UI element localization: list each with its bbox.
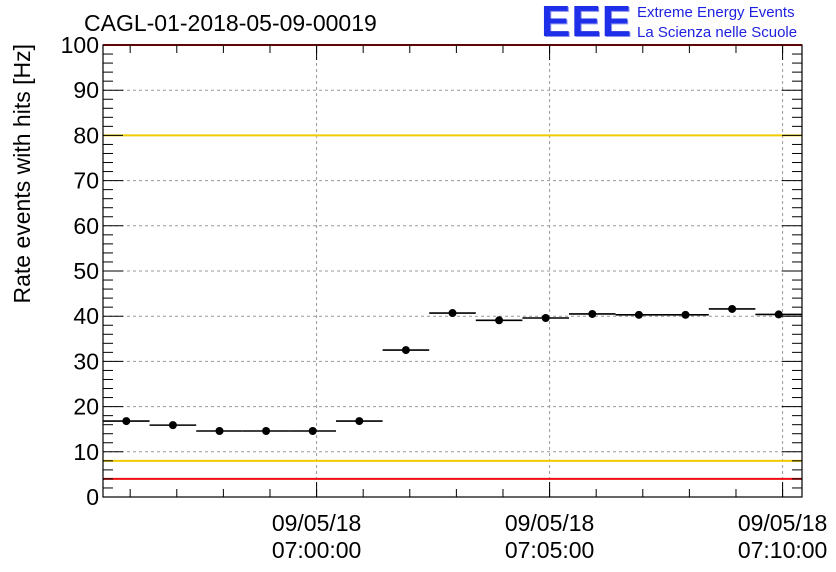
logo-line-1: Extreme Energy Events [637,4,795,21]
y-tick-label: 90 [73,77,99,103]
y-axis-title: Rate events with hits [Hz] [9,44,35,304]
x-tick-time: 07:10:00 [738,537,828,563]
eee-logo-mark: EEE [541,0,633,46]
data-point [728,304,737,313]
data-point [495,316,504,325]
y-tick-label: 80 [73,122,99,148]
y-tick-label: 60 [73,213,99,239]
y-tick-label: 40 [73,303,99,329]
data-point [308,427,317,436]
axis-ticks [103,44,802,498]
data-point [448,309,457,318]
data-point [122,417,131,426]
x-tick-time: 07:05:00 [505,537,595,563]
chart-title: CAGL-01-2018-05-09-00019 [84,10,377,36]
y-tick-labels: 0 10 20 30 40 50 60 70 80 90 100 [61,32,99,510]
reference-lines [103,44,802,480]
data-point [634,310,643,319]
data-point [588,309,597,318]
x-tick-time: 07:00:00 [272,537,362,563]
y-tick-label: 30 [73,348,99,374]
y-tick-label: 100 [61,32,99,58]
y-tick-label: 50 [73,258,99,284]
x-tick-date: 09/05/18 [272,510,362,536]
data-point [215,427,224,436]
y-tick-label: 0 [86,484,99,510]
y-tick-label: 10 [73,439,99,465]
data-point [355,417,364,426]
logo-line-2: La Scienza nelle Scuole [637,24,798,41]
grid [103,45,802,497]
x-tick-date: 09/05/18 [738,510,828,536]
data-point [541,314,550,323]
x-tick-date: 09/05/18 [505,510,595,536]
data-point [168,421,177,430]
data-point [774,310,783,319]
y-tick-label: 20 [73,394,99,420]
data-points [103,304,802,436]
data-point [681,310,690,319]
data-point [401,346,410,355]
x-tick-labels: 09/05/1807:00:0009/05/1807:05:0009/05/18… [272,510,828,563]
data-point [262,427,271,436]
y-tick-label: 70 [73,168,99,194]
